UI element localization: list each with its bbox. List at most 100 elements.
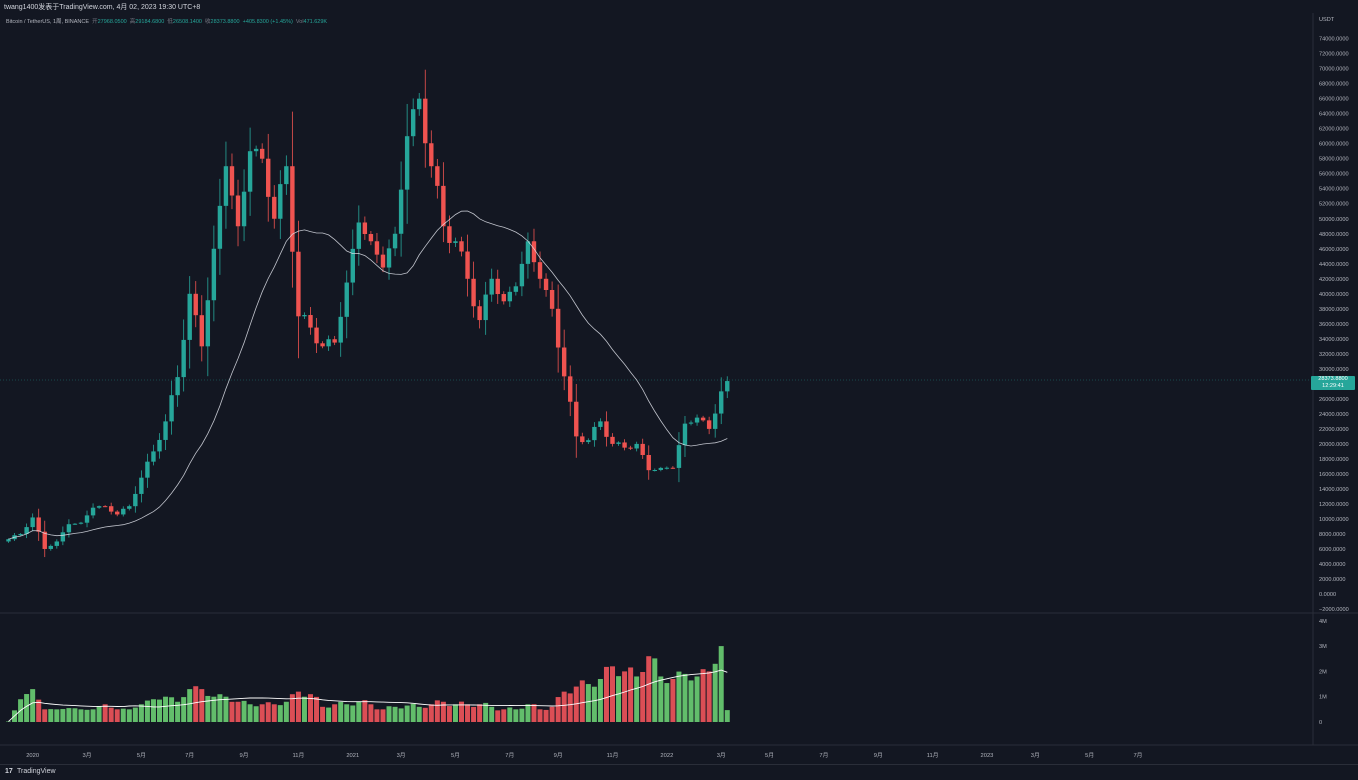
volume-bar	[519, 708, 525, 722]
volume-bar	[416, 706, 422, 722]
price-tick-label: 16000.0000	[1319, 472, 1349, 478]
time-tick-label: 5月	[137, 752, 146, 759]
candle-body	[54, 541, 60, 546]
price-tick-label: 60000.0000	[1319, 142, 1349, 148]
volume-bar	[525, 704, 531, 722]
volume-bar	[579, 680, 585, 722]
candle-body	[102, 506, 108, 508]
legend-open: 27968.0500	[97, 19, 127, 25]
candle-body	[646, 455, 651, 471]
time-tick-label: 3月	[83, 752, 92, 759]
candle-body	[634, 443, 639, 449]
bar-countdown: 12:29:41	[1322, 382, 1344, 389]
candle-body	[604, 421, 609, 437]
candle-body	[447, 226, 452, 243]
candle-body	[326, 339, 331, 347]
volume-bar	[265, 702, 271, 722]
candle-body	[187, 293, 192, 340]
candle-body	[417, 98, 422, 110]
candle-body	[314, 327, 319, 344]
volume-bar	[682, 673, 688, 722]
volume-bar	[181, 697, 187, 722]
volume-bar	[646, 656, 652, 722]
candle-body	[489, 278, 494, 295]
time-tick-label: 11月	[607, 752, 619, 759]
candle-body	[241, 191, 247, 227]
volume-bar	[658, 676, 664, 722]
tradingview-brand[interactable]: TradingView	[17, 768, 56, 775]
price-tick-label: 58000.0000	[1319, 157, 1349, 163]
volume-bar	[229, 701, 235, 722]
tradingview-logo-icon[interactable]: 17	[5, 768, 13, 775]
candle-body	[555, 308, 561, 348]
volume-bar	[338, 701, 344, 722]
volume-bar	[555, 697, 561, 722]
volume-bar	[694, 676, 700, 722]
volume-bar	[150, 699, 156, 722]
volume-bar	[507, 707, 513, 722]
time-axis[interactable]: 2020 3月 5月 7月 9月 11月 2021 3月 5月 7月 9月 11月 2022 3月 5月 7月…	[26, 752, 1142, 759]
candle-body	[483, 294, 488, 321]
candle-body	[423, 98, 428, 144]
volume-bar	[603, 666, 609, 722]
candle-body	[115, 511, 120, 515]
volume-bar	[610, 666, 615, 722]
time-tick-label: 9月	[240, 752, 249, 759]
volume-tick-label: 1M	[1319, 695, 1327, 701]
volume-bar	[217, 694, 223, 722]
volume-bar	[241, 700, 247, 722]
price-tick-label: 20000.0000	[1319, 442, 1349, 448]
legend-low-label: 低	[167, 19, 173, 25]
price-tick-label: 50000.0000	[1319, 217, 1349, 223]
volume-bar	[543, 709, 549, 722]
time-tick-label: 3月	[1031, 752, 1040, 759]
candle-body	[24, 527, 29, 534]
candle-body	[658, 467, 664, 470]
time-tick-label: 3月	[397, 752, 406, 759]
price-tick-label: 62000.0000	[1319, 127, 1349, 133]
volume-bar	[549, 706, 555, 722]
candle-body	[398, 189, 404, 234]
top-bar: twang1400发表于TradingView.com, 4月 02, 2023…	[0, 0, 1358, 13]
candle-body	[175, 377, 180, 396]
volume-bar	[688, 680, 694, 722]
candle-body	[586, 440, 591, 443]
candle-body	[410, 109, 416, 137]
volume-bar	[235, 701, 241, 722]
legend-high-label: 高	[129, 19, 136, 25]
chart-header-title: twang1400发表于TradingView.com, 4月 02, 2023…	[4, 4, 201, 11]
price-tick-label: 30000.0000	[1319, 367, 1349, 373]
candle-body	[284, 166, 289, 185]
time-tick-label: 3月	[717, 752, 726, 759]
volume-tick-label: 3M	[1319, 644, 1327, 650]
price-axis[interactable]: 74000.0000 72000.0000 70000.0000 68000.0000…	[1319, 37, 1349, 613]
candle-body	[229, 166, 235, 196]
volume-bar	[434, 700, 440, 722]
legend-symbol[interactable]: Bitcoin / TetherUS, 1周, BINANCE	[6, 19, 90, 25]
volume-bar	[477, 704, 483, 722]
volume-axis[interactable]: 4M 3M 2M 1M 0	[1319, 619, 1327, 726]
time-tick-label: 5月	[1085, 752, 1094, 759]
volume-bar	[362, 700, 368, 722]
volume-bar	[410, 703, 416, 722]
time-tick-label: 2022	[660, 753, 673, 759]
volume-bar	[380, 709, 386, 722]
volume-bar	[193, 686, 199, 722]
volume-bar	[108, 707, 114, 722]
volume-bar	[320, 706, 326, 722]
volume-bar	[452, 704, 458, 722]
volume-bar	[132, 707, 138, 722]
candle-body	[453, 241, 458, 243]
candle-body	[574, 401, 579, 437]
legend-low: 26508.1400	[172, 19, 202, 25]
candle-body	[338, 316, 343, 343]
volume-bar	[700, 669, 706, 722]
candle-body	[694, 417, 700, 423]
volume-bar	[489, 706, 495, 722]
volume-bar	[126, 709, 132, 722]
candle-body	[404, 136, 410, 190]
candle-body	[290, 166, 295, 252]
candle-body	[598, 421, 603, 427]
volume-tick-label: 4M	[1319, 619, 1327, 625]
